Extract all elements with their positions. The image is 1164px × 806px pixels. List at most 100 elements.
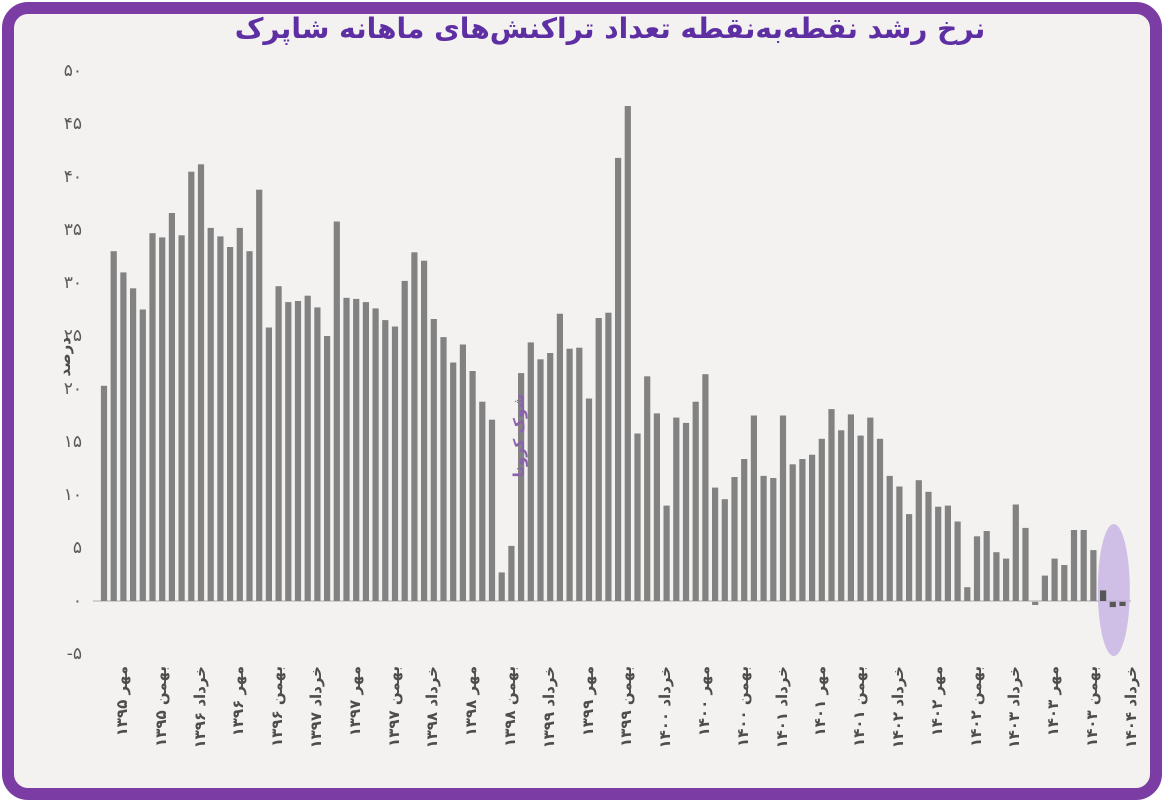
bar [498, 572, 505, 601]
y-tick-label: ۵۰ [63, 61, 82, 81]
bar [857, 435, 864, 601]
bar [450, 362, 457, 601]
x-tick-label: خرداد ۱۴۰۳ [1005, 666, 1024, 749]
y-tick-label: ۴۵ [63, 114, 82, 134]
bar [770, 478, 777, 601]
bar [1012, 504, 1019, 601]
y-tick-label: ۰ [72, 591, 82, 611]
bar [1080, 530, 1087, 601]
corona-shock-annotation: شوک کرونا [509, 394, 528, 478]
bar [925, 491, 932, 601]
x-tick-label: مهر ۱۴۰۲ [927, 666, 946, 737]
y-tick-label: ۲۵ [63, 326, 82, 346]
bar [479, 401, 486, 601]
bar [653, 413, 660, 601]
bar [876, 438, 884, 601]
bar [488, 419, 496, 601]
bar [944, 505, 951, 601]
x-tick-label: بهمن ۱۴۰۱ [850, 666, 869, 747]
bar [518, 373, 525, 601]
bar [673, 417, 680, 601]
bar [906, 514, 913, 601]
y-tick-label: ۱۵ [63, 432, 82, 452]
bar [324, 336, 331, 601]
x-tick-label: خرداد ۱۴۰۲ [889, 666, 907, 749]
bar [333, 221, 340, 601]
bar [508, 545, 515, 601]
bar [644, 376, 651, 601]
bar [207, 227, 214, 601]
bar [1119, 601, 1126, 606]
bar [663, 505, 670, 601]
bar [110, 251, 117, 601]
bar [139, 309, 146, 601]
x-tick-label: مهر ۱۳۹۷ [345, 666, 364, 737]
x-tick-label: مهر ۱۴۰۱ [811, 666, 830, 737]
y-tick-label: ۱۰ [63, 485, 82, 505]
bar [973, 536, 981, 601]
y-tick-label: ۳۵ [63, 220, 82, 240]
bar [265, 327, 272, 601]
bar [712, 487, 719, 601]
bar [459, 344, 466, 601]
bar [847, 414, 854, 601]
bar [188, 171, 195, 601]
bar [314, 307, 321, 601]
bar [149, 233, 156, 601]
recent-months-highlight-ellipse [1097, 524, 1130, 656]
x-tick-label: بهمن ۱۳۹۶ [268, 666, 287, 747]
bar [120, 272, 127, 601]
x-tick-label: مهر ۱۴۰۰ [695, 666, 713, 737]
bar [236, 227, 243, 601]
bar [353, 298, 360, 601]
bar [1032, 601, 1039, 605]
bar [741, 459, 748, 601]
x-tick-label: خرداد ۱۴۰۰ [656, 666, 675, 749]
bar [1061, 565, 1068, 601]
bar [1090, 550, 1097, 601]
bar [828, 409, 835, 601]
x-tick-label: بهمن ۱۴۰۲ [966, 666, 985, 747]
bar [624, 106, 631, 601]
bar [585, 398, 593, 601]
x-tick-label: خرداد ۱۳۹۸ [423, 666, 442, 749]
x-tick-label: بهمن ۱۳۹۹ [617, 666, 636, 747]
bar [1100, 590, 1107, 601]
bar [411, 252, 418, 602]
bar [964, 587, 971, 601]
y-tick-label: -۵ [66, 644, 82, 664]
y-tick-label: ۳۰ [63, 273, 82, 293]
bar [469, 371, 476, 601]
bar [343, 297, 350, 601]
bar [159, 237, 166, 601]
bar [100, 385, 108, 601]
bar [867, 417, 874, 601]
bar [1109, 601, 1116, 608]
y-axis-title: درصد [56, 337, 74, 377]
x-tick-label: خرداد ۱۳۹۶ [190, 666, 209, 749]
bar [1003, 558, 1010, 601]
bar [1070, 530, 1078, 601]
bar [750, 415, 757, 601]
x-tick-label: بهمن ۱۴۰۰ [733, 666, 752, 747]
bar [256, 189, 263, 601]
bar [421, 260, 428, 601]
bar [178, 235, 185, 602]
bar [294, 301, 302, 601]
x-tick-label: بهمن ۱۳۹۷ [384, 666, 403, 747]
bar [401, 280, 408, 601]
bar [799, 459, 806, 601]
bar [993, 552, 1000, 601]
bar [721, 499, 728, 601]
bar [915, 480, 922, 601]
x-tick-label: خرداد ۱۳۹۹ [539, 666, 558, 749]
bar [197, 164, 205, 602]
bar [692, 401, 699, 601]
x-tick-label: بهمن ۱۳۹۵ [151, 666, 170, 747]
bar [372, 308, 379, 601]
bar [430, 319, 437, 601]
bar [227, 247, 234, 601]
y-tick-label: ۴۰ [63, 167, 82, 187]
x-tick-label: خرداد ۱۴۰۴ [1121, 666, 1140, 749]
bar [1022, 527, 1029, 601]
